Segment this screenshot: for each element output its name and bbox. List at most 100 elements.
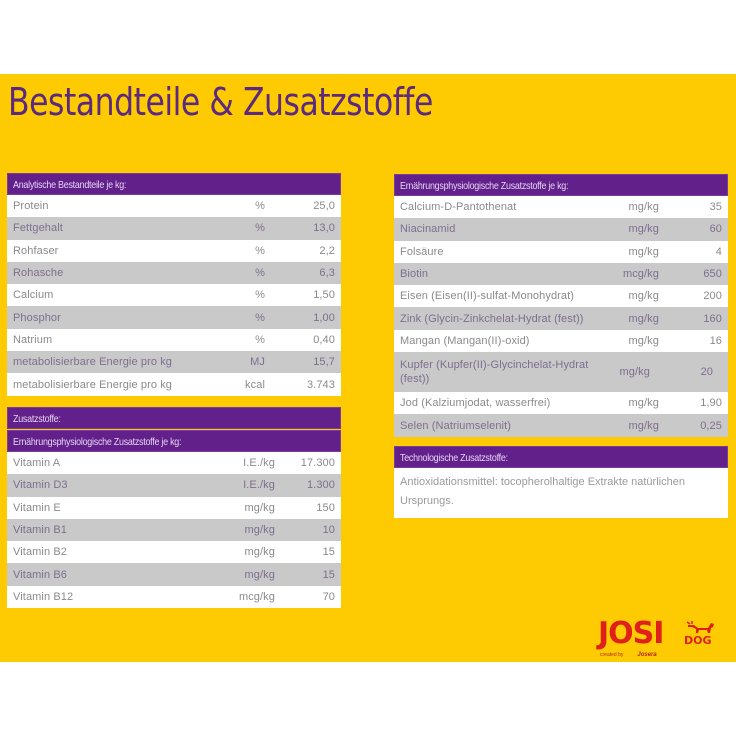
row-unit: % [255, 333, 265, 346]
row-unit: % [255, 222, 265, 235]
row-value: 150 [316, 501, 335, 514]
row-unit: mg/kg [244, 546, 275, 559]
table-row: Phosphor% 1,00 [7, 306, 341, 329]
row-name: Phosphor [13, 311, 61, 324]
row-name: Rohfaser [13, 244, 59, 257]
table-row: Mangan (Mangan(II)-oxid) mg/kg 16 [394, 329, 728, 353]
row-value: 2,2 [319, 244, 335, 257]
row-unit: mg/kg [244, 524, 275, 537]
row-name: Fettgehalt [13, 222, 63, 235]
row-value: 13,0 [313, 222, 335, 235]
row-value: 35 [709, 201, 722, 214]
table-row: Kupfer (Kupfer(II)-Glycinchelat-Hydrat (… [394, 352, 728, 393]
row-value: 25,0 [313, 200, 335, 213]
row-value: 15,7 [313, 356, 335, 369]
row-name: Natrium [13, 333, 53, 346]
row-unit: % [255, 289, 265, 302]
row-unit: kcal [245, 378, 265, 391]
analytical-header: Analytische Bestandteile je kg: [7, 173, 341, 195]
row-name: Vitamin B6 [13, 568, 67, 581]
row-value: 1,50 [313, 289, 335, 302]
row-value: 3.743 [306, 378, 335, 391]
row-value: 4 [715, 245, 722, 258]
row-unit: mg/kg [244, 568, 275, 581]
row-name: Protein [13, 200, 49, 213]
row-name: Vitamin B1 [13, 524, 67, 537]
row-unit: mg/kg [628, 290, 659, 303]
logo-suffix: DOG [684, 634, 712, 647]
page-title: Bestandteile & Zusatzstoffe [8, 80, 433, 124]
table-row: Folsäure mg/kg 4 [394, 240, 728, 263]
row-unit: % [255, 267, 265, 280]
row-unit: MJ [250, 356, 265, 369]
row-value: 0,40 [313, 333, 335, 346]
table-row: Selen (Natriumselenit) mg/kg 0,25 [394, 414, 728, 437]
row-unit: mcg/kg [622, 268, 659, 281]
technological-text: Antioxidationsmittel: tocopherolhaltige … [394, 468, 728, 518]
table-row: Vitamin D3 I.E./kg 1.300 [7, 474, 341, 497]
row-unit: mcg/kg [238, 590, 275, 603]
row-name: Jod (Kalziumjodat, wasserfrei) [400, 397, 551, 410]
row-name: Selen (Natriumselenit) [400, 419, 512, 432]
table-row: Eisen (Eisen(II)-sulfat-Monohydrat) mg/kg… [394, 285, 728, 308]
table-row: Calcium-D-Pantothenat mg/kg 35 [394, 196, 728, 219]
row-value: 20 [700, 366, 713, 379]
table-row: Zink (Glycin-Zinkchelat-Hydrat (fest)) mg… [394, 307, 728, 330]
table-row: Vitamin B2 mg/kg 15 [7, 541, 341, 564]
row-unit: mg/kg [244, 501, 275, 514]
row-unit: I.E./kg [243, 457, 275, 470]
row-value: 15 [322, 546, 335, 559]
josidog-logo: JOSI DOG created by Josera [598, 618, 728, 662]
table-row: Vitamin B1 mg/kg 10 [7, 518, 341, 542]
row-unit: mg/kg [628, 419, 659, 432]
technological-header: Technologische Zusatzstoffe: [394, 446, 728, 468]
row-value: 1,90 [700, 397, 722, 410]
row-unit: I.E./kg [243, 479, 275, 492]
row-unit: mg/kg [628, 201, 659, 214]
row-name: Vitamin B12 [13, 590, 74, 603]
row-value: 6,3 [319, 267, 335, 280]
row-value: 60 [709, 223, 722, 236]
table-row: Calcium% 1,50 [7, 284, 341, 307]
table-row: Vitamin A I.E./kg 17.300 [7, 452, 341, 475]
row-name: metabolisierbare Energie pro kg [13, 356, 173, 369]
table-row: Vitamin B12 mcg/kg 70 [7, 585, 341, 609]
row-name: Mangan (Mangan(II)-oxid) [400, 334, 530, 347]
additives-header: Zusatzstoffe: [7, 407, 341, 429]
row-name: Zink (Glycin-Zinkchelat-Hydrat (fest)) [400, 312, 584, 325]
table-row: metabolisierbare Energie pro kg MJ 15,7 [7, 351, 341, 374]
nutritional-table: Ernährungsphysiologische Zusatzstoffe je… [394, 174, 728, 437]
row-name: Vitamin E [13, 501, 61, 514]
table-row: metabolisierbare Energie pro kg kcal 3.743 [7, 373, 341, 396]
technological-table: Technologische Zusatzstoffe: Antioxidati… [394, 446, 728, 518]
row-name: Kupfer (Kupfer(II)-Glycinchelat-Hydrat (… [400, 359, 589, 386]
row-value: 1.300 [306, 479, 335, 492]
table-row: Vitamin E mg/kg 150 [7, 496, 341, 519]
additives-table: Zusatzstoffe: Ernährungsphysiologische Z… [7, 407, 341, 609]
row-unit: mg/kg [628, 334, 659, 347]
row-name: Biotin [400, 268, 429, 281]
row-unit: % [255, 200, 265, 213]
row-name: Vitamin A [13, 457, 61, 470]
row-value: 16 [709, 334, 722, 347]
table-row: Biotin mcg/kg 650 [394, 262, 728, 286]
table-row: Rohasche% 6,3 [7, 261, 341, 285]
row-value: 650 [703, 268, 722, 281]
row-unit: % [255, 311, 265, 324]
logo-subline: created by Josera [600, 652, 657, 658]
row-name: Rohasche [13, 267, 64, 280]
table-row: Jod (Kalziumjodat, wasserfrei) mg/kg 1,90 [394, 392, 728, 415]
row-unit: mg/kg [628, 223, 659, 236]
row-unit: % [255, 244, 265, 257]
logo-brand: JOSI [598, 616, 664, 651]
row-value: 1,00 [313, 311, 335, 324]
row-name: Vitamin B2 [13, 546, 67, 559]
table-row: Rohfaser% 2,2 [7, 239, 341, 262]
dog-icon [686, 621, 714, 633]
row-name: metabolisierbare Energie pro kg [13, 378, 173, 391]
table-row: Natrium% 0,40 [7, 328, 341, 352]
table-row: Fettgehalt% 13,0 [7, 217, 341, 240]
row-name: Vitamin D3 [13, 479, 68, 492]
row-value: 0,25 [700, 419, 722, 432]
row-name: Calcium [13, 289, 54, 302]
